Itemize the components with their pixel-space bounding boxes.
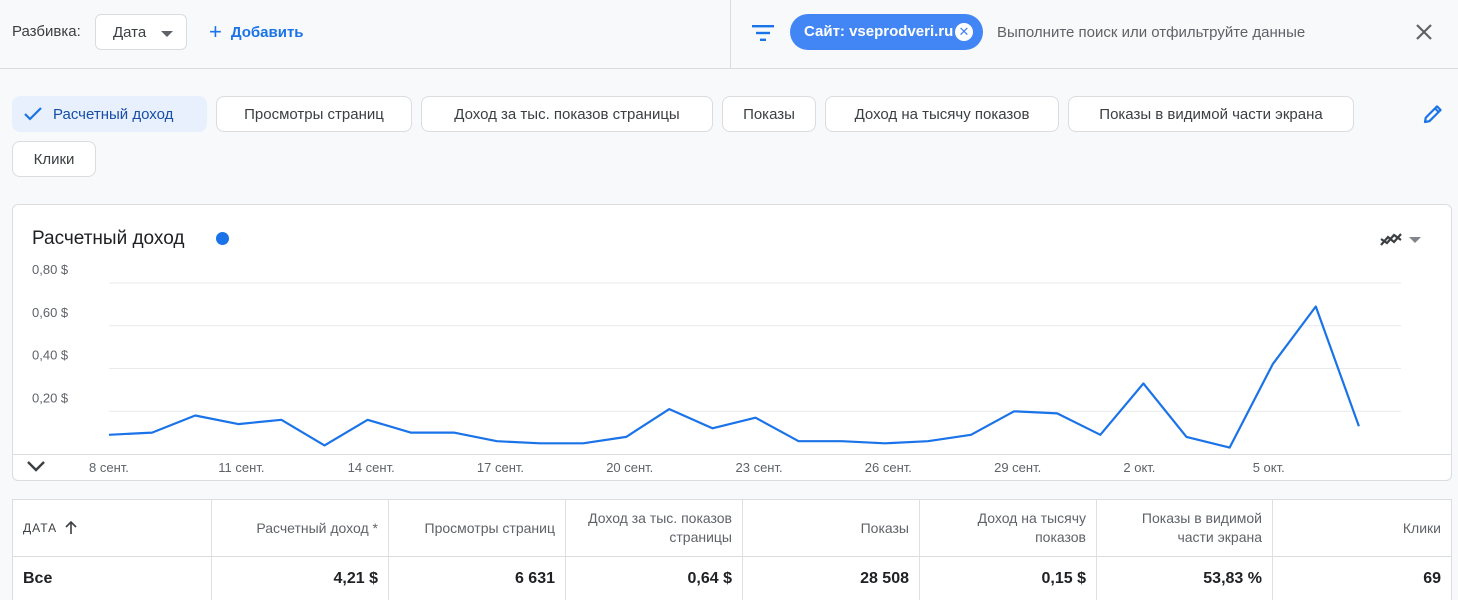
metric-chip-clicks[interactable]: Клики [12, 141, 96, 177]
y-tick-label: 0,80 $ [32, 262, 69, 277]
chevron-down-icon [161, 31, 173, 37]
metric-chip-impression-rpm[interactable]: Доход на тысячу показов [825, 96, 1059, 132]
add-label: Добавить [230, 23, 304, 41]
x-tick-label: 20 сент. [606, 460, 653, 475]
chart-card: 0,20 $ 0,40 $ 0,60 $ 0,80 $ 8 сент. 11 сент. 1… [12, 204, 1452, 481]
column-header-label: Расчетный доход * [256, 519, 378, 536]
column-header-label: Клики [1402, 519, 1441, 536]
header-divider [13, 556, 1451, 557]
column-header-label: Просмотры страниц [424, 519, 555, 536]
column-header-estimated-revenue[interactable]: Расчетный доход * [212, 500, 389, 556]
plus-icon: + [209, 19, 222, 44]
site-chip-label: Сайт: vseprodveri.ru [804, 23, 954, 40]
chart-type-selector[interactable] [1379, 229, 1423, 251]
data-table: Дата Расчетный доход * Просмотры страниц… [12, 499, 1452, 600]
y-tick-label: 0,60 $ [32, 305, 69, 320]
table-cell-estimated-revenue: 4,21 $ [212, 557, 389, 600]
table-cell-date: Все [13, 557, 212, 600]
date-select-value: Дата [113, 24, 147, 41]
metric-chip-impressions[interactable]: Показы [722, 96, 816, 132]
column-header-label: Показы в видимой части экрана [1141, 510, 1262, 545]
column-header-impressions[interactable]: Показы [743, 500, 920, 556]
table-cell-page-rpm: 0,64 $ [566, 557, 743, 600]
chart-divider [13, 454, 1451, 455]
x-tick-label: 26 сент. [865, 460, 912, 475]
x-tick-label: 2 окт. [1123, 460, 1155, 475]
metric-chip-label: Показы [743, 105, 795, 123]
column-header-label: Доход за тыс. показов страницы [588, 510, 732, 545]
metric-chip-label: Доход за тыс. показов страницы [454, 105, 680, 123]
edit-pencil-icon[interactable] [1422, 103, 1444, 125]
close-icon[interactable] [1414, 22, 1434, 42]
legend-series-dot [216, 232, 229, 245]
x-tick-label: 17 сент. [477, 460, 524, 475]
column-header-label: Дата [23, 520, 58, 535]
sort-ascending-icon[interactable] [65, 521, 77, 535]
search-input[interactable]: Выполните поиск или отфильтруйте данные [997, 24, 1306, 41]
metric-chip-label: Показы в видимой части экрана [1099, 105, 1323, 123]
add-breakdown-button[interactable]: + Добавить [209, 20, 304, 44]
y-tick-label: 0,40 $ [32, 348, 69, 363]
metric-chip-page-rpm[interactable]: Доход за тыс. показов страницы [421, 96, 713, 132]
chart-title: Расчетный доход [32, 228, 185, 249]
metric-chip-active-view[interactable]: Показы в видимой части экрана [1068, 96, 1354, 132]
breakdown-label: Разбивка: [12, 23, 81, 40]
site-filter-chip[interactable]: Сайт: vseprodveri.ru ✕ [790, 14, 983, 50]
top-toolbar: Разбивка: Дата + Добавить Сайт: vseprodv… [0, 0, 1458, 69]
x-tick-label: 5 окт. [1253, 460, 1285, 475]
x-tick-label: 14 сент. [348, 460, 395, 475]
line-chart-icon [1380, 233, 1402, 246]
check-icon [24, 107, 42, 121]
column-header-page-views[interactable]: Просмотры страниц [389, 500, 566, 556]
series-line [108, 305, 1360, 449]
x-tick-label: 23 сент. [736, 460, 783, 475]
remove-filter-icon[interactable]: ✕ [955, 23, 973, 41]
x-tick-label: 29 сент. [994, 460, 1041, 475]
breakdown-panel: Разбивка: Дата + Добавить [0, 0, 731, 68]
filter-icon[interactable] [752, 24, 774, 42]
metric-chip-label: Доход на тысячу показов [854, 105, 1030, 123]
line-chart: 0,20 $ 0,40 $ 0,60 $ 0,80 $ 8 сент. 11 сент. 1… [32, 262, 1401, 475]
column-header-clicks[interactable]: Клики [1273, 500, 1451, 556]
metric-chip-page-views[interactable]: Просмотры страниц [216, 96, 412, 132]
x-tick-label: 11 сент. [218, 460, 264, 475]
column-header-impression-rpm[interactable]: Доход на тысячу показов [920, 500, 1097, 556]
column-header-date[interactable]: Дата [13, 500, 212, 556]
table-cell-active-view: 53,83 % [1097, 557, 1273, 600]
column-header-active-view[interactable]: Показы в видимой части экрана [1097, 500, 1273, 556]
metric-chip-label: Клики [33, 150, 75, 168]
metric-chip-estimated-revenue[interactable]: Расчетный доход [12, 96, 207, 132]
column-header-label: Доход на тысячу показов [977, 510, 1086, 545]
column-header-label: Показы [860, 519, 909, 536]
table-cell-clicks: 69 [1423, 570, 1441, 587]
expand-chevron-icon[interactable] [25, 458, 47, 474]
column-header-page-rpm[interactable]: Доход за тыс. показов страницы [566, 500, 743, 556]
metric-chip-label: Расчетный доход [53, 105, 174, 123]
x-tick-label: 8 сент. [89, 460, 129, 475]
table-cell-impression-rpm: 0,15 $ [920, 557, 1097, 600]
breakdown-date-select[interactable]: Дата [95, 14, 187, 50]
y-tick-label: 0,20 $ [32, 390, 69, 405]
chevron-down-icon [1409, 237, 1421, 243]
metric-chip-label: Просмотры страниц [244, 105, 384, 123]
table-cell-page-views: 6 631 [389, 557, 566, 600]
table-cell-impressions: 28 508 [743, 557, 920, 600]
